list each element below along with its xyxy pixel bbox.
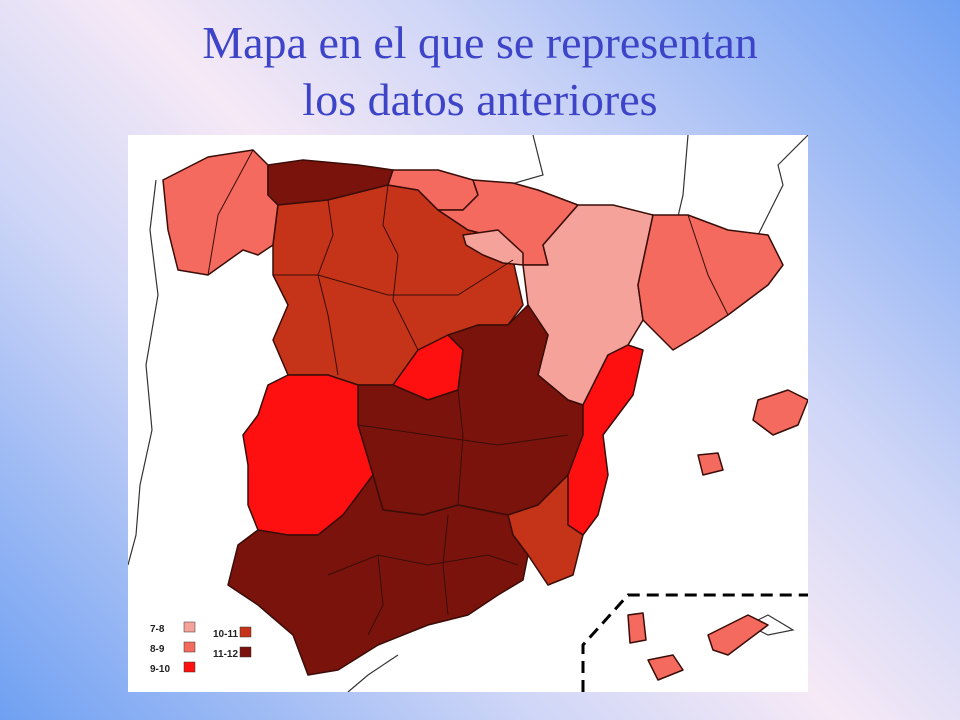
legend-swatch-10-11	[239, 626, 252, 638]
region-andalucia	[227, 474, 529, 676]
region-galicia	[162, 149, 279, 276]
province-line	[367, 554, 384, 636]
province-line	[382, 184, 419, 351]
portugal-coast	[128, 179, 159, 566]
slide-title: Mapa en el que se representan los datos …	[0, 14, 960, 128]
region-canarias-west	[627, 612, 647, 644]
legend-label-8-9: 8-9	[150, 644, 165, 655]
region-canarias-south	[647, 654, 684, 681]
legend-swatch-7-8	[183, 621, 196, 633]
coastlines	[128, 135, 808, 692]
title-line-1: Mapa en el que se representan	[202, 17, 758, 68]
region-canarias-east	[707, 614, 769, 656]
mediterranean-coast	[757, 135, 808, 236]
region-cataluna	[637, 214, 784, 351]
title-line-2: los datos anteriores	[302, 74, 658, 125]
map-svg: 7-8 8-9 9-10 10-11 11-12	[128, 135, 808, 692]
province-line	[457, 389, 464, 506]
spain-choropleth-map: 7-8 8-9 9-10 10-11 11-12	[128, 135, 808, 692]
regions	[162, 149, 808, 681]
province-line	[687, 214, 729, 316]
legend-label-9-10: 9-10	[150, 664, 170, 675]
region-ibiza	[697, 452, 724, 476]
africa-coast	[347, 654, 399, 692]
region-mallorca	[752, 389, 808, 436]
legend-swatch-9-10	[183, 661, 196, 673]
province-borders	[207, 149, 729, 636]
canary-frame	[581, 593, 808, 692]
france-coast	[507, 135, 544, 186]
region-la-rioja	[462, 229, 524, 266]
legend-label-10-11: 10-11	[213, 629, 238, 640]
province-line	[207, 149, 254, 276]
legend-label-7-8: 7-8	[150, 624, 165, 635]
province-line	[273, 259, 514, 296]
legend-swatch-11-12	[239, 646, 252, 658]
province-line	[442, 514, 449, 616]
region-valencia	[567, 344, 644, 536]
legend: 7-8 8-9 9-10 10-11 11-12	[150, 621, 252, 675]
legend-swatch-8-9	[183, 641, 196, 653]
province-line	[327, 554, 519, 576]
legend-label-11-12: 11-12	[213, 649, 238, 660]
